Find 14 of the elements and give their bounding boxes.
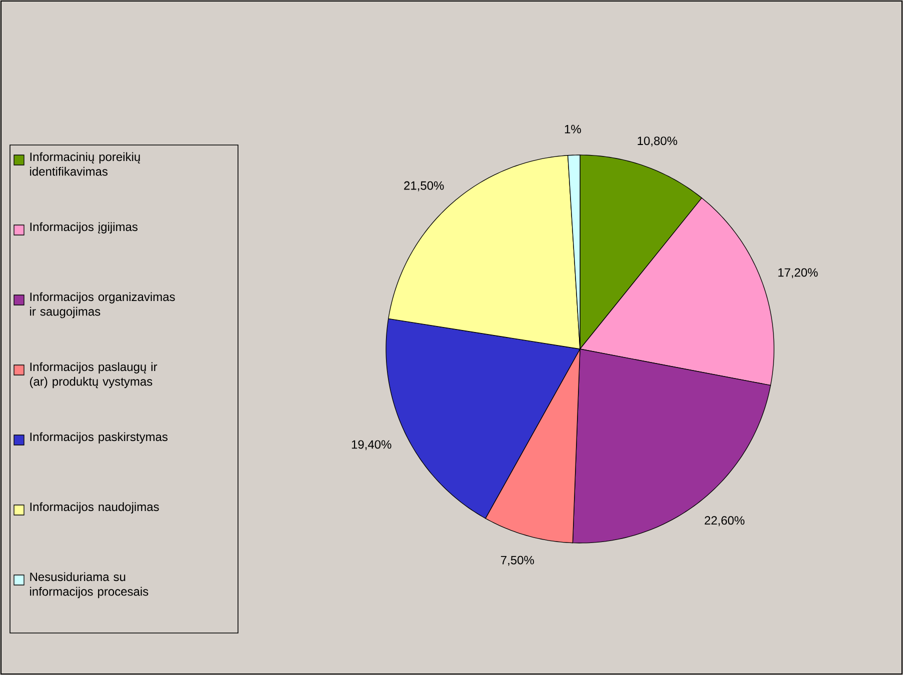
data-label: 7,50% <box>500 556 534 566</box>
data-label: 19,40% <box>352 440 392 450</box>
legend-label: Informacijos paskirstymas <box>30 432 168 444</box>
data-label: 17,20% <box>778 268 818 278</box>
data-label: 10,80% <box>638 136 678 146</box>
legend-label: Informacinių poreikių identifikavimas <box>30 152 140 176</box>
data-label: 22,60% <box>704 516 744 526</box>
legend-label: Nesusiduriama su informacijos procesais <box>30 572 148 598</box>
legend-label: Informacijos įgijimas <box>30 222 138 234</box>
data-label: 21,50% <box>404 181 444 192</box>
legend-label: Informacijos naudojimas <box>30 502 159 514</box>
legend-label: Informacijos organizavimas ir saugojimas <box>30 292 175 318</box>
legend-label: Informacijos paslaugų ir (ar) produktų vystymas <box>30 362 158 388</box>
data-label: 1% <box>564 124 581 134</box>
